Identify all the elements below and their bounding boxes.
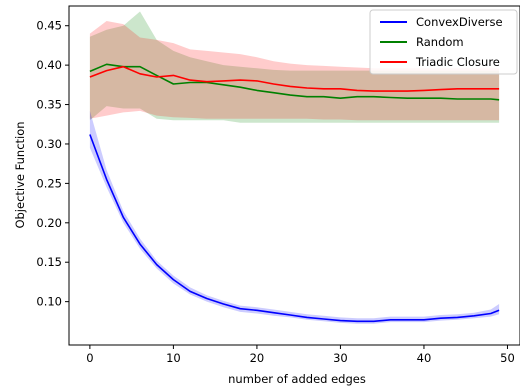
y-axis-ticks: 0.10 0.15 0.20 0.25 0.30 0.35 0.40 0.45 [36,19,69,309]
y-axis-label: Objective Function [13,121,27,228]
y-tick-label: 0.10 [36,295,62,309]
y-tick-label: 0.30 [36,137,62,151]
legend-label-convexdiverse: ConvexDiverse [416,15,503,29]
y-tick-label: 0.45 [36,19,62,33]
y-tick-label: 0.15 [36,255,62,269]
line-convexdiverse [89,134,500,323]
band-triadic-closure [89,21,500,121]
x-axis-ticks: 0 10 20 30 40 50 [86,345,515,365]
x-tick-label: 20 [250,351,265,365]
legend-label-random: Random [416,35,464,49]
y-tick-label: 0.40 [36,58,62,72]
x-tick-label: 40 [417,351,432,365]
y-tick-label: 0.35 [36,98,62,112]
legend-label-triadic-closure: Triadic Closure [415,55,500,69]
x-tick-label: 50 [500,351,515,365]
legend-box [369,9,518,75]
y-tick-label: 0.25 [36,176,62,190]
y-tick-label: 0.20 [36,216,62,230]
x-tick-label: 10 [166,351,181,365]
x-tick-label: 30 [333,351,348,365]
plot-area-frame [68,5,520,346]
band-random [89,11,500,123]
legend: ConvexDiverse Random Triadic Closure [369,9,518,75]
confidence-bands [89,11,500,324]
series-lines [89,63,500,323]
x-axis-label: number of added edges [228,372,366,386]
x-tick-label: 0 [86,351,93,365]
band-convexdiverse [89,110,500,324]
line-triadic-closure [89,65,500,92]
